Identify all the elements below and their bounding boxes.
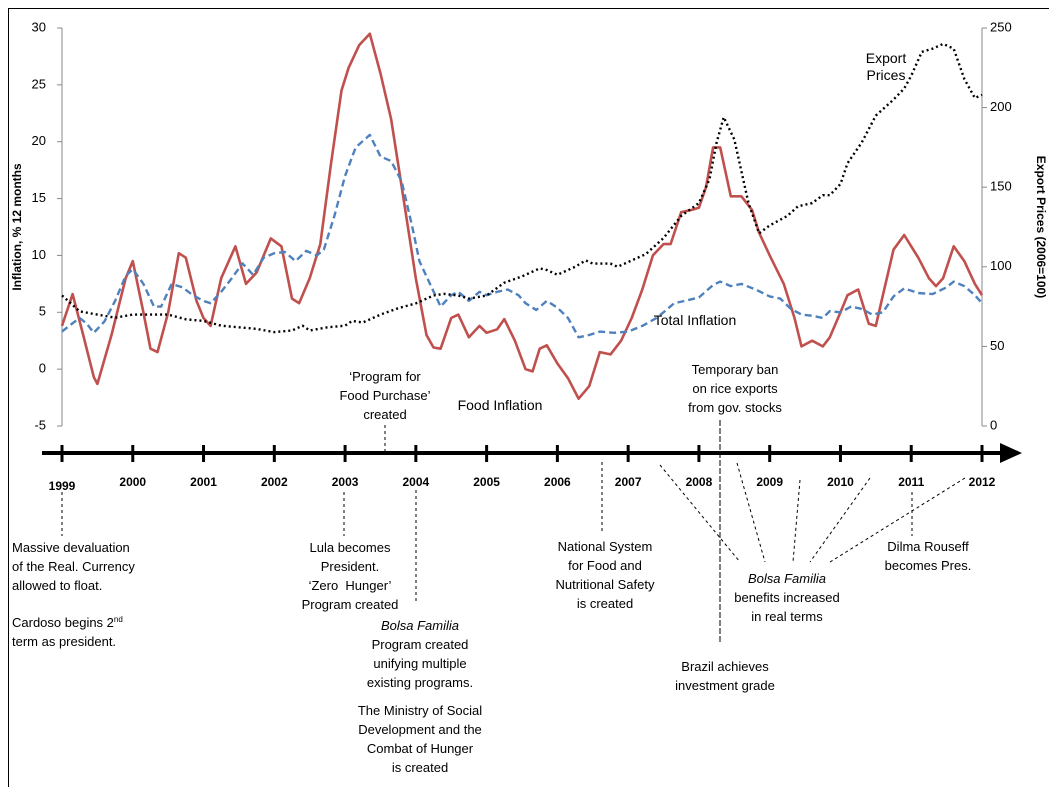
series-line xyxy=(61,133,983,339)
event-superscript: nd xyxy=(113,615,123,624)
event-line: Brazil achieves xyxy=(681,659,769,674)
event-title: Bolsa Familia xyxy=(380,618,460,633)
event-line: Nutritional Safety xyxy=(555,577,655,592)
event-line: from gov. stocks xyxy=(688,400,782,415)
x-tick-label: 2009 xyxy=(756,475,783,489)
event-note: Bolsa Familia benefits increased in real t… xyxy=(687,569,887,626)
y2-tick-label: 150 xyxy=(990,179,1012,194)
x-tick-label: 2005 xyxy=(473,475,500,489)
x-tick-label: 2008 xyxy=(686,475,713,489)
event-note: Brazil achieves investment grade xyxy=(625,657,825,695)
event-line: of the Real. Currency xyxy=(12,559,135,574)
event-text: Cardoso begins 2 xyxy=(12,615,114,630)
event-note: ‘Program for Food Purchase’ created xyxy=(285,367,485,424)
event-line: Lula becomes xyxy=(309,540,391,555)
event-line: Temporary ban xyxy=(691,362,779,377)
event-line: ‘Zero Hunger’ xyxy=(308,578,392,593)
event-title: Bolsa Familia xyxy=(747,571,827,586)
y-tick-label: 15 xyxy=(32,190,46,205)
x-tick-label: 2002 xyxy=(261,475,288,489)
y2-tick-label: 200 xyxy=(990,99,1012,114)
event-line: President. xyxy=(320,559,380,574)
x-tick-label: 2003 xyxy=(332,475,359,489)
event-line: Combat of Hunger xyxy=(366,741,474,756)
event-line: National System xyxy=(557,539,653,554)
event-line: existing programs. xyxy=(366,675,474,690)
event-note: Lula becomes President. ‘Zero Hunger’ Progr… xyxy=(250,538,450,614)
event-note: Dilma Rouseff becomes Pres. xyxy=(828,537,1028,575)
y-tick-label: 10 xyxy=(32,247,46,262)
event-line: allowed to float. xyxy=(12,578,103,593)
x-tick-label: 2004 xyxy=(402,475,429,489)
event-line: Dilma Rouseff xyxy=(887,539,969,554)
event-line: unifying multiple xyxy=(373,656,467,671)
x-tick-label: 2012 xyxy=(969,475,996,489)
event-note: Temporary ban on rice exports from gov. st… xyxy=(635,360,835,417)
x-tick-label: 2010 xyxy=(827,475,854,489)
series-line xyxy=(60,32,984,400)
event-line: The Ministry of Social xyxy=(357,703,483,718)
event-note: The Ministry of Social Development and th… xyxy=(320,701,520,777)
series-line xyxy=(61,42,983,334)
x-tick-label: 2007 xyxy=(615,475,642,489)
event-line: is created xyxy=(576,596,634,611)
series-label: Total Inflation xyxy=(653,312,737,328)
leader-line xyxy=(792,479,801,563)
event-line: Cardoso begins 2nd xyxy=(12,613,123,632)
event-note: Cardoso begins 2nd term as president. xyxy=(12,613,123,651)
y-tick-label: 0 xyxy=(39,361,46,376)
y2-tick-label: 100 xyxy=(990,258,1012,273)
y-tick-label: 30 xyxy=(32,19,46,34)
event-line: on rice exports xyxy=(692,381,778,396)
event-line: for Food and xyxy=(568,558,642,573)
leader-line xyxy=(736,462,766,563)
y-tick-label: -5 xyxy=(34,417,46,432)
event-note: Massive devaluation of the Real. Currency… xyxy=(12,538,135,595)
event-line: term as president. xyxy=(12,634,117,649)
event-line: becomes Pres. xyxy=(884,558,972,573)
x-tick-label: 2011 xyxy=(898,475,924,489)
event-line: in real terms xyxy=(751,609,823,624)
y2-tick-label: 50 xyxy=(990,338,1004,353)
leader-line xyxy=(809,477,871,563)
y-tick-label: 20 xyxy=(32,133,46,148)
event-line: benefits increased xyxy=(734,590,840,605)
leader-lines xyxy=(61,420,966,642)
event-line: Program created xyxy=(301,597,399,612)
event-note: Bolsa Familia Program created unifying mul… xyxy=(320,616,520,692)
y2-tick-label: 250 xyxy=(990,19,1012,34)
timeline-arrowhead xyxy=(1000,443,1022,463)
event-line: is created xyxy=(391,760,449,775)
event-line: ‘Program for xyxy=(349,369,421,384)
leader-line xyxy=(659,464,741,563)
y2-axis-title: Export Prices (2006=100) xyxy=(1034,156,1048,298)
series-label: Food Inflation xyxy=(457,397,543,413)
x-tick-label: 2000 xyxy=(119,475,146,489)
x-tick-label: 1999 xyxy=(49,479,76,493)
event-line: Food Purchase’ xyxy=(339,388,431,403)
y-tick-label: 5 xyxy=(39,304,46,319)
y2-tick-label: 0 xyxy=(990,417,997,432)
event-line: investment grade xyxy=(675,678,775,693)
event-line: created xyxy=(363,407,407,422)
x-tick-label: 2006 xyxy=(544,475,571,489)
event-line: Development and the xyxy=(358,722,482,737)
x-tick-label: 2001 xyxy=(190,475,217,489)
event-line: Massive devaluation xyxy=(12,540,130,555)
y-axis-title: Inflation, % 12 months xyxy=(10,163,24,291)
series-label: Export Prices xyxy=(865,50,907,83)
y-tick-label: 25 xyxy=(32,76,46,91)
leader-line xyxy=(829,477,966,563)
event-note: National System for Food and Nutritional S… xyxy=(505,537,705,613)
event-line: Program created xyxy=(371,637,469,652)
